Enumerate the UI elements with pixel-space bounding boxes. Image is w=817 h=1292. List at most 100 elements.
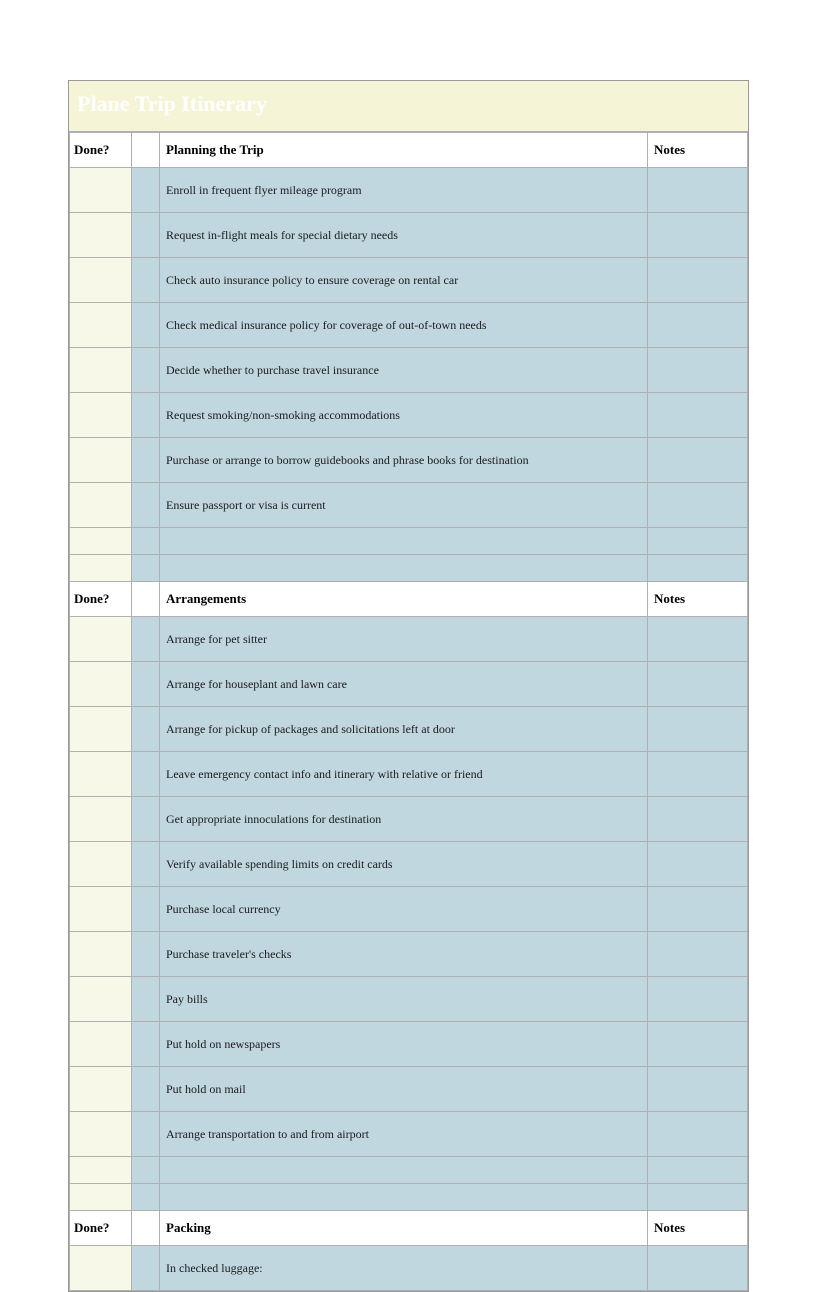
task-blank-cell [160,555,648,582]
notes-cell[interactable] [648,842,748,887]
notes-cell[interactable] [648,438,748,483]
notes-cell[interactable] [648,213,748,258]
checklist-row: Arrange for pet sitter [70,617,748,662]
gap-cell [132,438,160,483]
blank-row [70,1157,748,1184]
notes-cell[interactable] [648,617,748,662]
task-text: Pay bills [160,977,648,1022]
done-checkbox-cell[interactable] [70,213,132,258]
gap-cell [132,1211,160,1246]
notes-cell[interactable] [648,393,748,438]
done-checkbox-cell[interactable] [70,1022,132,1067]
notes-cell[interactable] [648,752,748,797]
notes-blank-cell[interactable] [648,528,748,555]
done-checkbox-cell[interactable] [70,707,132,752]
done-checkbox-cell[interactable] [70,1067,132,1112]
notes-blank-cell[interactable] [648,555,748,582]
checklist-row: Enroll in frequent flyer mileage program [70,168,748,213]
notes-cell[interactable] [648,1246,748,1291]
notes-cell[interactable] [648,707,748,752]
task-text: Verify available spending limits on cred… [160,842,648,887]
done-checkbox-cell[interactable] [70,1246,132,1291]
gap-cell [132,797,160,842]
done-checkbox-cell[interactable] [70,1112,132,1157]
checklist-row: In checked luggage: [70,1246,748,1291]
gap-cell [132,168,160,213]
checklist-row: Check auto insurance policy to ensure co… [70,258,748,303]
task-text: Purchase or arrange to borrow guidebooks… [160,438,648,483]
task-blank-cell [160,528,648,555]
notes-cell[interactable] [648,1112,748,1157]
done-checkbox-cell[interactable] [70,752,132,797]
notes-column-header: Notes [648,1211,748,1246]
checklist-row: Leave emergency contact info and itinera… [70,752,748,797]
done-blank-cell[interactable] [70,528,132,555]
done-checkbox-cell[interactable] [70,168,132,213]
done-blank-cell[interactable] [70,1157,132,1184]
gap-blank-cell [132,1157,160,1184]
notes-cell[interactable] [648,932,748,977]
notes-cell[interactable] [648,258,748,303]
done-checkbox-cell[interactable] [70,438,132,483]
done-checkbox-cell[interactable] [70,797,132,842]
task-text: Decide whether to purchase travel insura… [160,348,648,393]
done-checkbox-cell[interactable] [70,617,132,662]
notes-cell[interactable] [648,662,748,707]
gap-cell [132,662,160,707]
done-blank-cell[interactable] [70,555,132,582]
gap-cell [132,483,160,528]
checklist-row: Arrange transportation to and from airpo… [70,1112,748,1157]
notes-cell[interactable] [648,1022,748,1067]
blank-row [70,528,748,555]
done-checkbox-cell[interactable] [70,842,132,887]
task-text: Arrange transportation to and from airpo… [160,1112,648,1157]
notes-cell[interactable] [648,483,748,528]
task-text: Enroll in frequent flyer mileage program [160,168,648,213]
checklist-row: Pay bills [70,977,748,1022]
notes-blank-cell[interactable] [648,1184,748,1211]
checklist-row: Arrange for houseplant and lawn care [70,662,748,707]
gap-cell [132,213,160,258]
task-text: Check auto insurance policy to ensure co… [160,258,648,303]
section-header-row: Done?PackingNotes [70,1211,748,1246]
done-checkbox-cell[interactable] [70,303,132,348]
gap-cell [132,1246,160,1291]
notes-blank-cell[interactable] [648,1157,748,1184]
done-checkbox-cell[interactable] [70,977,132,1022]
gap-cell [132,348,160,393]
gap-cell [132,887,160,932]
gap-cell [132,977,160,1022]
done-checkbox-cell[interactable] [70,932,132,977]
done-checkbox-cell[interactable] [70,887,132,932]
section-header-row: Done?Planning the TripNotes [70,133,748,168]
task-text: Purchase traveler's checks [160,932,648,977]
notes-cell[interactable] [648,887,748,932]
task-text: Put hold on mail [160,1067,648,1112]
task-text: Request smoking/non-smoking accommodatio… [160,393,648,438]
done-checkbox-cell[interactable] [70,393,132,438]
gap-blank-cell [132,528,160,555]
gap-cell [132,617,160,662]
gap-cell [132,133,160,168]
checklist-container: Plane Trip Itinerary Done?Planning the T… [68,80,749,1292]
task-text: Request in-flight meals for special diet… [160,213,648,258]
section-heading: Arrangements [160,582,648,617]
done-checkbox-cell[interactable] [70,348,132,393]
task-text: Get appropriate innoculations for destin… [160,797,648,842]
done-checkbox-cell[interactable] [70,662,132,707]
section-header-row: Done?ArrangementsNotes [70,582,748,617]
task-text: Arrange for pickup of packages and solic… [160,707,648,752]
notes-cell[interactable] [648,303,748,348]
notes-cell[interactable] [648,168,748,213]
gap-cell [132,258,160,303]
done-checkbox-cell[interactable] [70,483,132,528]
notes-cell[interactable] [648,977,748,1022]
done-checkbox-cell[interactable] [70,258,132,303]
notes-cell[interactable] [648,348,748,393]
notes-cell[interactable] [648,1067,748,1112]
notes-cell[interactable] [648,797,748,842]
gap-blank-cell [132,555,160,582]
done-blank-cell[interactable] [70,1184,132,1211]
document-title: Plane Trip Itinerary [69,81,748,132]
checklist-row: Decide whether to purchase travel insura… [70,348,748,393]
